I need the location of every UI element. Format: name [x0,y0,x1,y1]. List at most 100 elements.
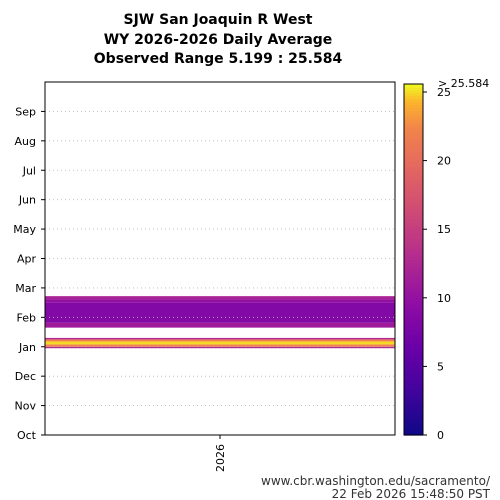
chart-title-line-1: SJW San Joaquin R West [124,12,313,28]
y-tick-label-dec: Dec [15,370,36,383]
colorbar-segment-44 [404,303,423,307]
colorbar-segment-32 [404,338,423,342]
colorbar-segment-56 [404,268,423,272]
colorbar-segment-36 [404,326,423,331]
colorbar-segment-60 [404,256,423,261]
colorbar-segment-12 [404,396,423,401]
colorbar-segment-20 [404,373,423,378]
y-tick-label-jun: Jun [18,194,36,207]
plot-background [45,82,395,435]
colorbar-segment-45 [404,300,423,304]
colorbar-segment-54 [404,274,423,278]
colorbar-segment-10 [404,402,423,407]
source-url: www.cbr.washington.edu/sacramento/ [261,474,491,488]
colorbar-segment-48 [404,291,423,296]
colorbar-segment-117 [404,89,423,94]
chart-title-line-2: WY 2026-2026 Daily Average [104,32,333,48]
colorbar-segment-86 [404,180,423,185]
colorbar-segment-89 [404,171,423,176]
colorbar-segment-87 [404,177,423,182]
colorbar-segment-55 [404,271,423,275]
colorbar-segment-110 [404,110,423,114]
colorbar-segment-9 [404,405,423,410]
colorbar-segment-23 [404,364,423,369]
colorbar-segment-4 [404,420,423,424]
colorbar-segment-78 [404,203,423,208]
colorbar-segment-26 [404,356,423,360]
colorbar-segment-70 [404,227,423,231]
colorbar-segment-17 [404,382,423,386]
colorbar-segment-63 [404,247,423,252]
heatmap-band-1 [45,344,395,347]
y-tick-label-nov: Nov [15,400,37,413]
colorbar-segment-52 [404,279,423,284]
colorbar-segment-64 [404,244,423,249]
colorbar-segment-37 [404,323,423,328]
colorbar-tick-label-1: 5 [437,360,444,373]
colorbar-segment-33 [404,335,423,340]
colorbar-segment-112 [404,104,423,108]
colorbar-segment-2 [404,426,423,430]
y-tick-label-mar: Mar [15,282,36,295]
colorbar-segment-49 [404,288,423,293]
y-tick-label-apr: Apr [17,253,37,266]
colorbar-segment-41 [404,312,423,316]
colorbar-segment-93 [404,160,423,164]
colorbar-segment-61 [404,253,423,258]
colorbar-tick-label-5: 25 [437,86,451,99]
colorbar-segment-62 [404,250,423,255]
colorbar-segment-34 [404,332,423,337]
y-tick-label-may: May [13,223,36,236]
colorbar-segment-99 [404,142,423,147]
colorbar-segment-88 [404,174,423,179]
generated-timestamp: 22 Feb 2026 15:48:50 PST [332,487,491,500]
colorbar-segment-72 [404,221,423,225]
colorbar-tick-label-2: 10 [437,292,451,305]
colorbar-segment-73 [404,218,423,223]
chart-title-line-3: Observed Range 5.199 : 25.584 [94,51,343,67]
colorbar-segment-14 [404,391,423,395]
colorbar-segment-94 [404,157,423,161]
colorbar-segment-83 [404,189,423,193]
heatmap-band-0 [45,346,395,349]
colorbar-segment-85 [404,183,423,187]
colorbar-segment-38 [404,320,423,325]
colorbar-segment-75 [404,212,423,217]
heatmap-band-7 [45,299,395,303]
colorbar-segment-15 [404,388,423,392]
colorbar-segment-11 [404,399,423,404]
colorbar-segment-65 [404,241,423,246]
colorbar-segment-67 [404,236,423,240]
colorbar-segment-1 [404,429,423,433]
colorbar-segment-81 [404,195,423,199]
colorbar-segment-80 [404,198,423,202]
colorbar-segment-3 [404,423,423,427]
colorbar-segment-69 [404,230,423,234]
colorbar-segment-92 [404,162,423,167]
colorbar-segment-103 [404,130,423,135]
colorbar-segment-119 [404,84,423,88]
colorbar-segment-79 [404,201,423,205]
y-tick-label-feb: Feb [17,311,36,324]
colorbar-segment-46 [404,297,423,302]
colorbar-segment-113 [404,101,423,106]
x-tick-label-2026: 2026 [214,444,227,472]
colorbar-segment-6 [404,414,423,419]
colorbar-segment-104 [404,127,423,132]
colorbar-segment-101 [404,136,423,141]
heatmap-band-8 [45,296,395,300]
heatmap-band-6 [45,302,395,323]
colorbar-segment-43 [404,306,423,310]
colorbar-segment-39 [404,318,423,322]
colorbar-segment-18 [404,379,423,383]
colorbar-segment-68 [404,233,423,237]
colorbar-segment-7 [404,411,423,416]
colorbar-tick-label-0: 0 [437,429,444,442]
colorbar-segment-66 [404,239,423,243]
colorbar-segment-47 [404,294,423,299]
colorbar-segment-111 [404,107,423,111]
colorbar-tick-label-3: 15 [437,223,451,236]
colorbar-segment-77 [404,206,423,211]
colorbar-segment-0 [404,432,423,436]
